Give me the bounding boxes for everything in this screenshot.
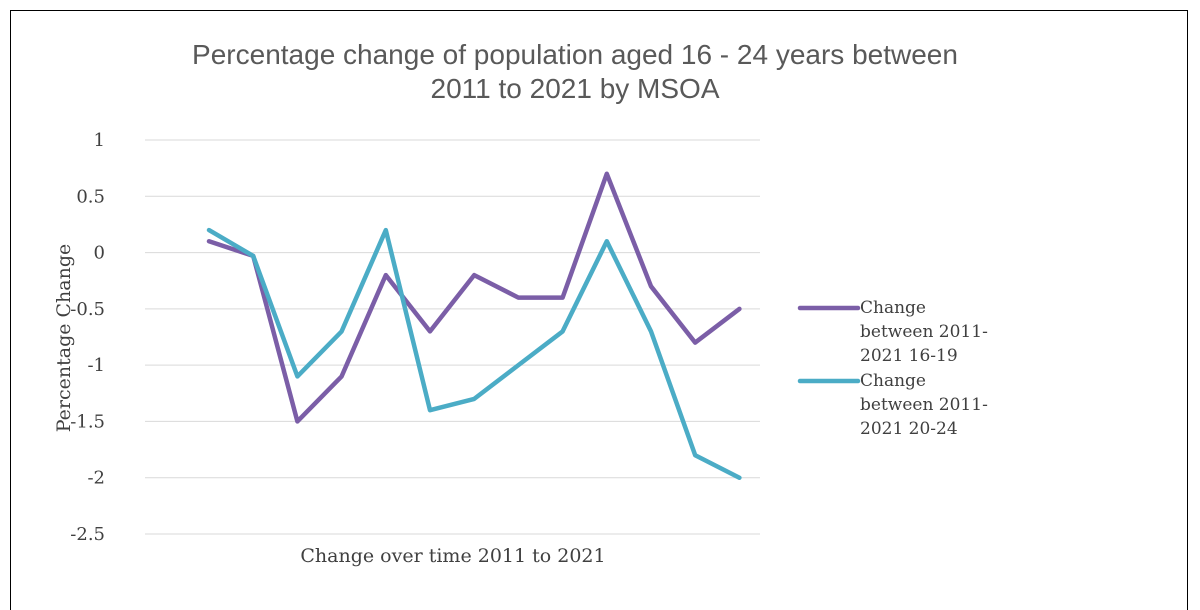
y-tick-label: 1: [94, 130, 105, 151]
y-tick-label: -0.5: [70, 299, 105, 320]
legend-label-2: Change between 2011-2021 20-24: [860, 371, 988, 439]
legend-label-1: Change between 2011-2021 16-19: [860, 298, 988, 366]
chart-title: Percentage change of population aged 16 …: [60, 38, 1090, 106]
y-tick-label: -1: [87, 355, 105, 376]
y-tick-label: 0.5: [76, 186, 105, 207]
chart-frame: [10, 10, 1188, 610]
series-line-2: [206, 227, 742, 480]
y-tick-labels: 1 0.5 0 -0.5 -1 -1.5 -2 -2.5: [70, 130, 105, 545]
y-tick-label: -2.5: [70, 524, 105, 545]
chart-title-line-2: 2011 to 2021 by MSOA: [430, 73, 720, 104]
series-lines: [206, 171, 742, 480]
y-tick-label: -2: [87, 468, 105, 489]
legend: [797, 305, 861, 384]
y-axis-label: Percentage Change: [53, 244, 75, 433]
chart-title-line-1: Percentage change of population aged 16 …: [192, 39, 958, 70]
y-tick-label: 0: [94, 243, 105, 264]
line-chart: 10.50-0.5-1-1.5-2-2.5 Percentage Change …: [53, 130, 861, 567]
gridlines: [145, 139, 760, 535]
y-tick-label: -1.5: [70, 411, 105, 432]
series-line-1: [206, 171, 742, 424]
x-axis-label: Change over time 2011 to 2021: [300, 545, 605, 567]
